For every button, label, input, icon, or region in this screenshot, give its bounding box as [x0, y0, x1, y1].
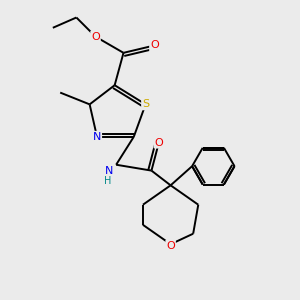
Text: S: S: [142, 99, 149, 110]
Text: O: O: [150, 40, 159, 50]
Text: N: N: [105, 166, 113, 176]
Text: N: N: [93, 132, 101, 142]
Text: H: H: [103, 176, 111, 186]
Text: O: O: [91, 32, 100, 42]
Text: O: O: [166, 241, 175, 251]
Text: O: O: [154, 138, 163, 148]
